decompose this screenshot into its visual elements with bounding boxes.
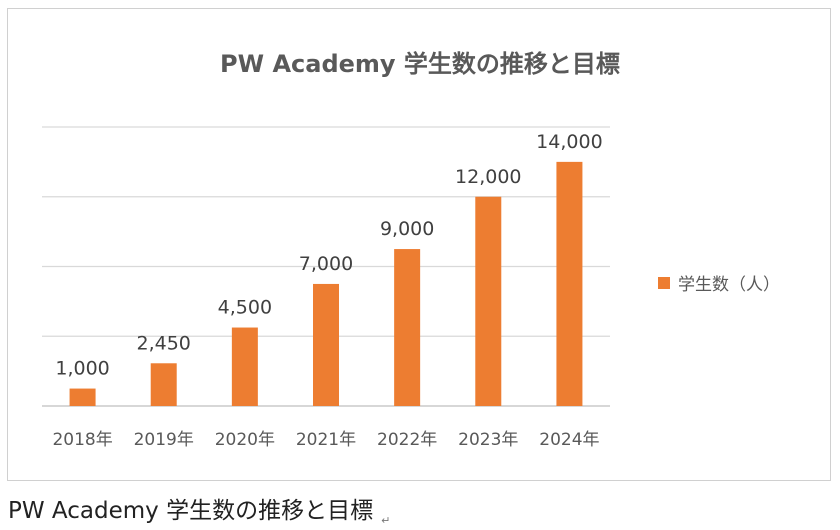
x-tick-label-0: 2018年 [52, 430, 112, 450]
caption-text: PW Academy 学生数の推移と目標 [8, 498, 374, 524]
figure-caption: PW Academy 学生数の推移と目標 ↵ [8, 491, 390, 527]
x-tick-label-4: 2022年 [377, 430, 437, 450]
bar-1 [150, 363, 177, 406]
data-label-3: 7,000 [299, 253, 353, 275]
bar-2 [231, 327, 258, 406]
paragraph-mark-icon: ↵ [381, 513, 391, 527]
bars [69, 161, 583, 406]
data-label-1: 2,450 [137, 332, 191, 354]
bar-0 [69, 388, 96, 406]
data-label-4: 9,000 [380, 218, 434, 240]
bar-5 [475, 196, 502, 406]
x-tick-label-1: 2019年 [134, 430, 194, 450]
x-tick-label-6: 2024年 [539, 430, 599, 450]
bar-3 [313, 283, 339, 406]
x-axis-ticks: 2018年 2019年 2020年 2021年 2022年 2023年 2024年 [52, 430, 599, 450]
legend: 学生数（人） [658, 270, 780, 295]
bar-4 [394, 249, 421, 406]
data-label-5: 12,000 [455, 166, 521, 188]
legend-swatch [658, 276, 670, 289]
data-label-0: 1,000 [55, 358, 109, 380]
bar-6 [556, 161, 583, 406]
x-tick-label-5: 2023年 [458, 430, 518, 450]
data-labels: 1,000 2,450 4,500 7,000 9,000 12,000 14,000 [55, 131, 602, 380]
data-label-2: 4,500 [218, 297, 272, 319]
x-tick-label-2: 2020年 [215, 430, 275, 450]
data-label-6: 14,000 [536, 131, 602, 153]
legend-label: 学生数（人） [678, 275, 780, 295]
x-tick-label-3: 2021年 [296, 430, 356, 450]
chart-title: PW Academy 学生数の推移と目標 [220, 50, 620, 78]
